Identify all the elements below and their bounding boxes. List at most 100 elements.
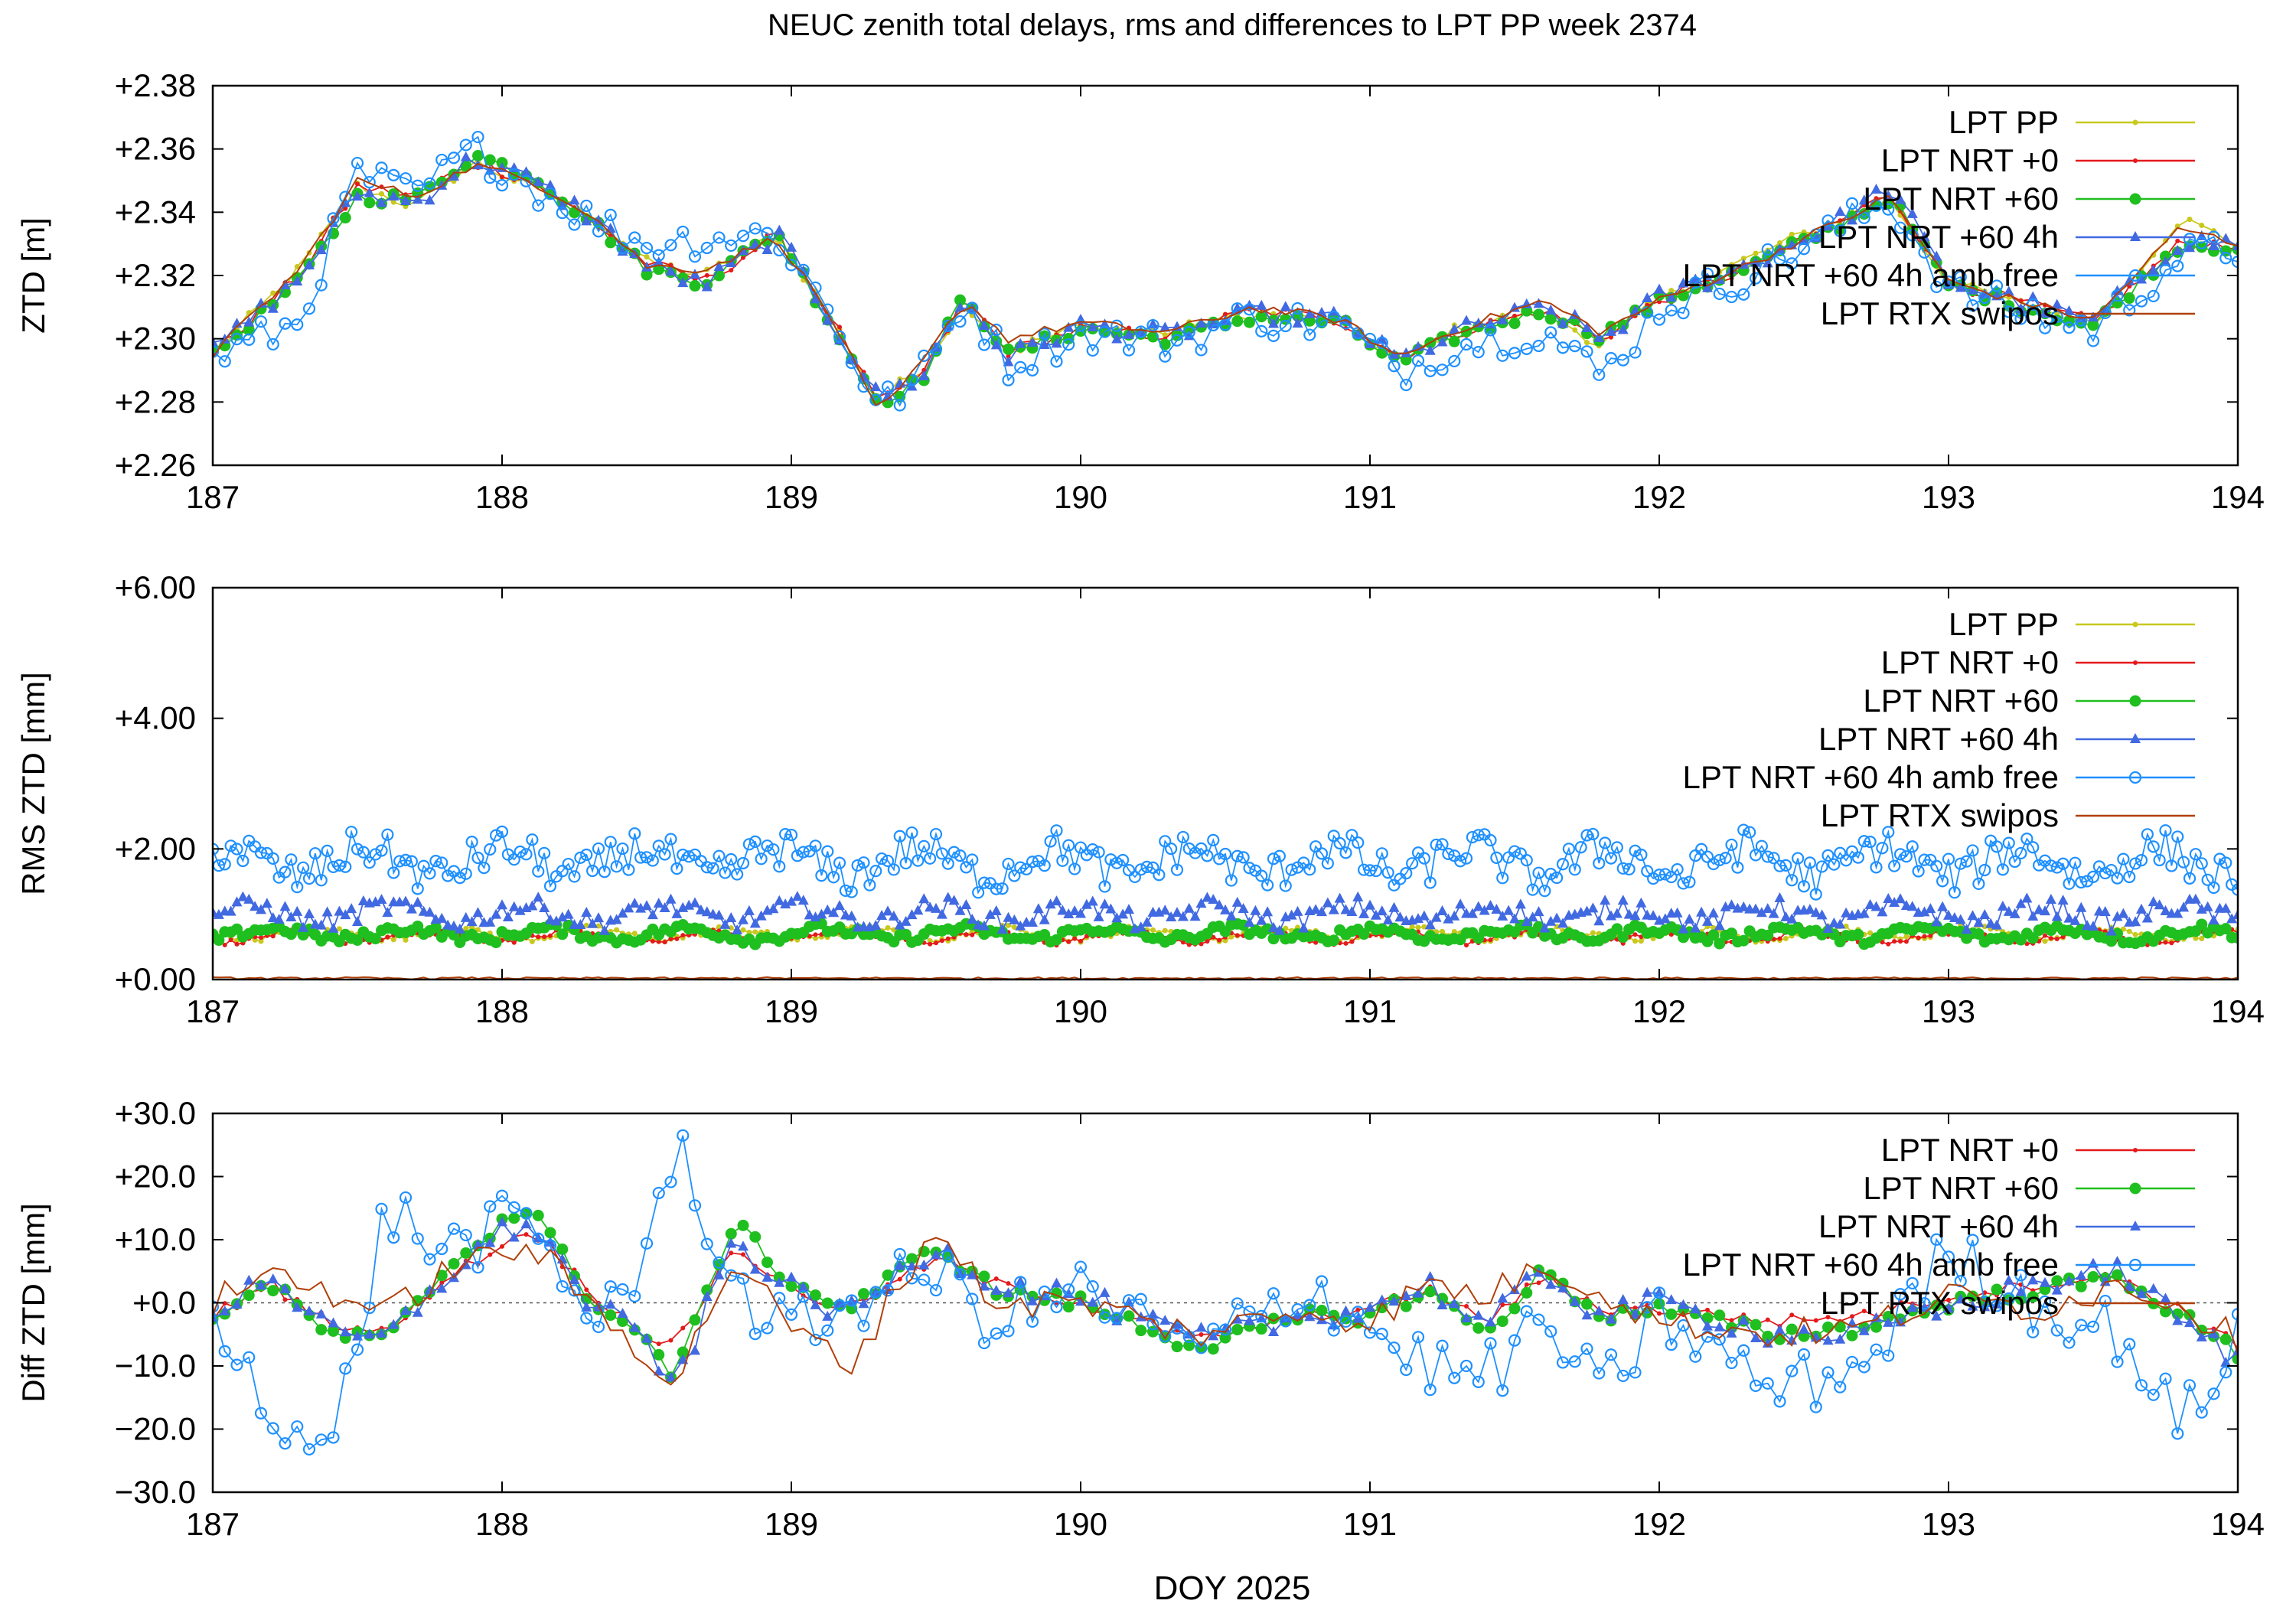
data-point [472, 907, 484, 918]
data-point [2141, 912, 2153, 923]
data-point [604, 836, 617, 849]
data-point [2014, 1269, 2027, 1282]
data-point [2219, 252, 2232, 265]
data-point [2183, 233, 2197, 246]
data-point [1195, 344, 1208, 357]
data-point [340, 909, 351, 920]
data-point [2196, 1331, 2207, 1341]
data-point [328, 1325, 339, 1337]
data-point [2232, 932, 2238, 944]
data-point [2063, 877, 2076, 890]
data-point [1809, 888, 1822, 901]
data-point [1231, 302, 1243, 313]
data-point [1255, 869, 1268, 882]
data-point [376, 197, 387, 207]
series-lpt-rtx-swipos [213, 1237, 2238, 1386]
data-point [2063, 321, 2076, 334]
x-tick-label: 189 [765, 479, 818, 515]
data-point [327, 860, 340, 874]
data-point [1587, 827, 1600, 841]
data-point [1671, 863, 1684, 876]
data-point [1026, 856, 1039, 869]
data-point [1442, 847, 1455, 860]
data-point [1406, 857, 1419, 870]
data-point [1074, 319, 1088, 332]
data-point [1714, 920, 1725, 931]
data-point [2147, 289, 2160, 303]
data-point [532, 1232, 545, 1245]
data-point [664, 1175, 677, 1188]
data-point [352, 191, 363, 201]
data-point [725, 239, 738, 253]
data-point [650, 939, 655, 944]
data-point [1201, 849, 1214, 862]
data-point [1285, 863, 1298, 876]
data-point [742, 838, 755, 851]
data-point [230, 843, 243, 856]
data-point [1683, 875, 1696, 888]
data-point [894, 919, 905, 930]
data-point [2195, 1406, 2208, 1419]
data-point [1243, 1305, 1256, 1319]
data-point [704, 272, 709, 278]
data-point [1777, 936, 1782, 941]
data-point [2160, 1292, 2171, 1303]
panel-2: 187 188 189 190 191 192 193 194 +0.00 +2.00 +4.00 +… [15, 569, 2265, 1029]
data-point [507, 853, 520, 866]
data-point [224, 839, 237, 852]
data-point [804, 909, 815, 920]
data-point [1503, 905, 1515, 915]
data-point [1870, 1343, 1883, 1356]
data-point [471, 851, 484, 865]
data-point [267, 1273, 279, 1284]
data-point [1003, 356, 1014, 367]
data-point [1816, 909, 1828, 920]
data-point [2040, 905, 2050, 916]
data-point [2099, 1294, 2112, 1308]
data-point [2027, 1274, 2039, 1285]
data-point [459, 867, 472, 880]
x-tick-label: 191 [1343, 479, 1397, 515]
data-point [1845, 1355, 1859, 1369]
data-point [755, 852, 768, 865]
data-point [490, 937, 502, 949]
data-point [507, 168, 520, 181]
data-point [1343, 940, 1349, 946]
data-point [1898, 939, 1903, 944]
data-point [1638, 938, 1644, 944]
data-point [1424, 1270, 1436, 1281]
data-point [580, 848, 593, 862]
y-tick-label: +10.0 [115, 1221, 196, 1257]
data-point [315, 874, 328, 887]
data-point [2117, 852, 2130, 865]
y-tick-label: +2.00 [115, 830, 196, 866]
data-point [1159, 835, 1172, 848]
data-point [2160, 256, 2171, 266]
data-point [1099, 1286, 1110, 1297]
plot-area [213, 1129, 2238, 1456]
data-point [412, 1306, 423, 1317]
data-point [629, 898, 641, 908]
data-point [1500, 1302, 1505, 1308]
data-point [1315, 847, 1329, 860]
data-point [569, 194, 580, 205]
data-point [2076, 901, 2087, 912]
data-point [1496, 349, 1509, 362]
data-point [1895, 194, 1906, 204]
data-point [1822, 1335, 1834, 1345]
data-point [1195, 1322, 1207, 1332]
data-point [2027, 932, 2039, 944]
data-point [1256, 299, 1267, 310]
data-point [1084, 934, 1089, 939]
data-point [411, 1232, 424, 1245]
data-point [752, 929, 758, 935]
data-point [888, 910, 899, 921]
data-point [1581, 905, 1593, 916]
data-point [1449, 1298, 1460, 1309]
data-point [1857, 211, 1870, 224]
data-point [351, 1343, 364, 1356]
data-point [966, 1292, 979, 1305]
data-point [1449, 910, 1460, 921]
data-point [2054, 937, 2060, 942]
data-point [339, 212, 351, 224]
